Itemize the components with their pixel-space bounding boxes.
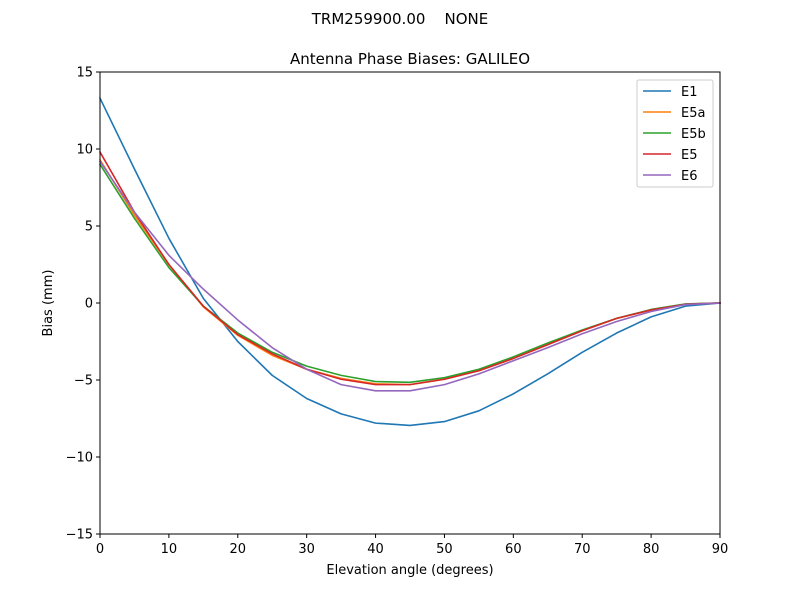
x-tick-label: 50 [436,542,453,557]
y-tick-label: 10 [76,143,93,158]
y-tick-label: −15 [66,528,93,543]
legend-label-e6: E6 [681,169,698,184]
y-tick-label: 0 [85,297,93,312]
x-tick-label: 40 [367,542,384,557]
y-tick-label: 15 [76,66,93,81]
legend-label-e5a: E5a [681,106,705,121]
x-tick-label: 0 [96,542,104,557]
y-tick-label: −5 [74,374,93,389]
series-line-e5 [98,150,721,386]
legend-label-e5b: E5b [681,127,706,142]
legend-label-e5: E5 [681,148,698,163]
plot-area: 0 10 20 30 40 50 60 70 80 90 −15 −10 −5 0 5 10 15 [66,66,729,558]
series-layer [98,97,721,427]
y-tick-label: 5 [85,220,93,235]
legend-label-e1: E1 [681,85,698,100]
legend-box [636,79,714,188]
x-tick-label: 10 [161,542,178,557]
x-tick-label: 60 [505,542,522,557]
legend-items: E1 E5a E5b E5 E6 [643,85,706,184]
x-axis-label: Elevation angle (degrees) [326,563,493,578]
x-tick-label: 70 [574,542,591,557]
y-tick-label: −10 [66,451,93,466]
x-tick-label: 80 [643,542,660,557]
x-tick-label: 90 [712,542,729,557]
series-line-e1 [98,97,721,427]
figure-suptitle: TRM259900.00 NONE [311,10,488,28]
x-axis-ticks: 0 10 20 30 40 50 60 70 80 90 [96,534,728,557]
x-tick-label: 30 [298,542,315,557]
y-axis-label: Bias (mm) [41,270,56,337]
chart-title: Antenna Phase Biases: GALILEO [290,50,530,68]
series-line-e6 [98,160,721,392]
legend: E1 E5a E5b E5 E6 [636,79,714,188]
x-tick-label: 20 [230,542,247,557]
y-axis-ticks: −15 −10 −5 0 5 10 15 [66,66,100,543]
